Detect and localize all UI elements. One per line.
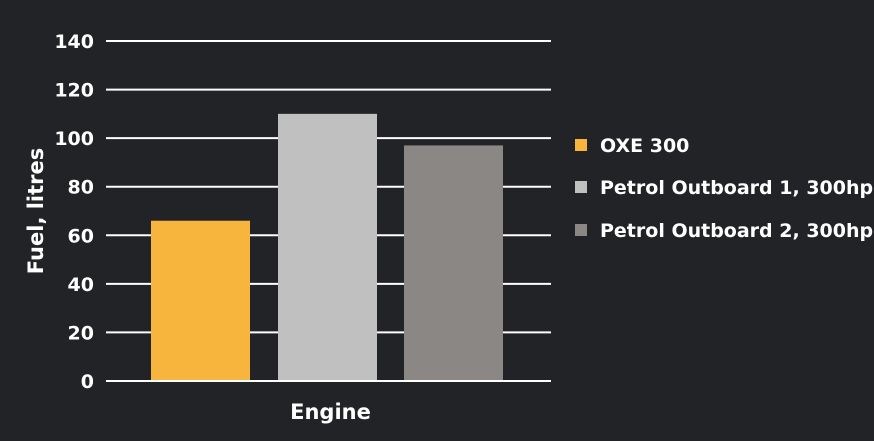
legend-swatch-1: [575, 139, 587, 151]
y-tick-label-0: 0: [81, 371, 94, 393]
legend-label-3: Petrol Outboard 2, 300hp: [600, 220, 873, 242]
y-tick-label-20: 20: [68, 322, 94, 344]
bars: [151, 113, 503, 381]
y-tick-label-140: 140: [54, 31, 94, 53]
bar-1: [151, 220, 250, 381]
y-tick-label-80: 80: [68, 177, 94, 199]
y-axis-ticks: 0 20 40 60 80 100 120 140: [54, 31, 94, 393]
legend-label-1: OXE 300: [600, 135, 689, 157]
x-axis-label: Engine: [290, 400, 371, 424]
legend: OXE 300 Petrol Outboard 1, 300hp Petrol Ou…: [575, 135, 873, 242]
legend-label-2: Petrol Outboard 1, 300hp: [600, 177, 873, 199]
y-tick-label-60: 60: [68, 225, 94, 247]
legend-swatch-2: [575, 181, 587, 193]
y-tick-label-100: 100: [54, 128, 94, 150]
bar-2: [278, 113, 377, 381]
y-tick-label-40: 40: [68, 274, 94, 296]
y-tick-label-120: 120: [54, 80, 94, 102]
y-axis-label: Fuel, litres: [24, 148, 48, 275]
legend-swatch-3: [575, 224, 587, 236]
bar-3: [404, 145, 503, 381]
